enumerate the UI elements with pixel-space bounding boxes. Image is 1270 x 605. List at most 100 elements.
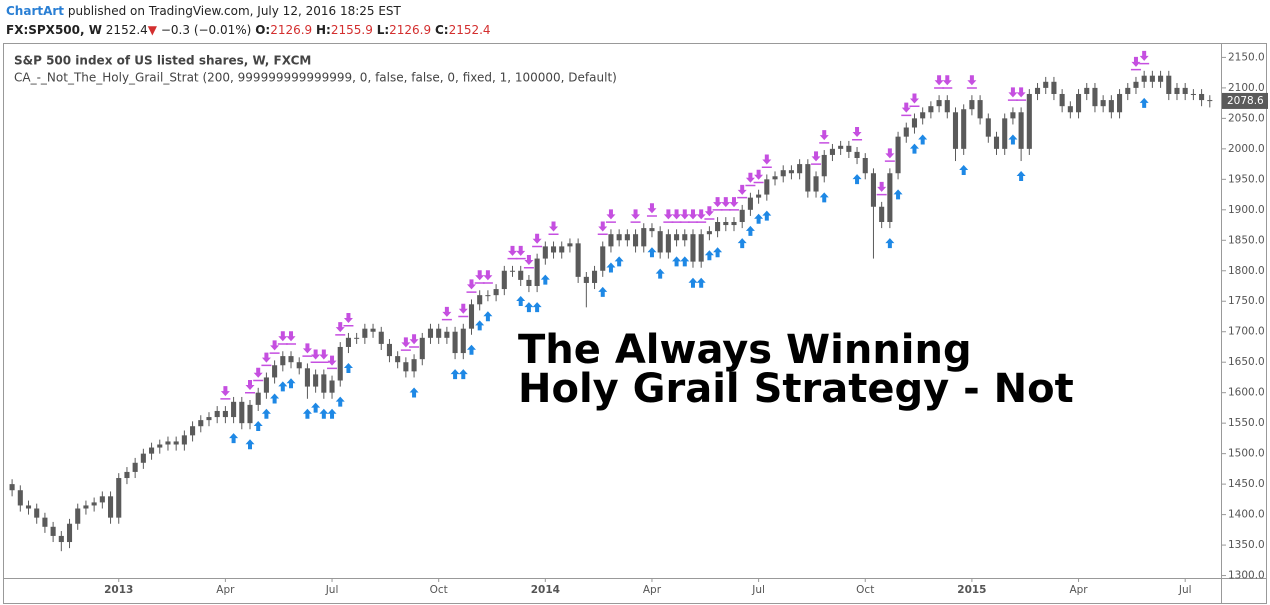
y-tick-label: 1700.0 [1228,326,1265,338]
buy-signal [909,143,919,154]
x-tick-label: Jul [751,584,765,596]
candle-body [9,484,15,491]
buy-signal [229,433,239,444]
buy-signal [261,408,271,419]
candle-body [772,176,778,180]
candle-body [870,173,877,207]
candle-body [272,365,278,378]
candle-body [403,362,409,372]
last-price-label: 2078.6 [1227,95,1264,107]
sell-signal [819,130,830,144]
x-tick-label: Jul [1178,584,1192,596]
y-tick-label: 1900.0 [1228,204,1265,216]
candle-body [493,289,499,296]
candle-body [1190,93,1196,95]
y-tick-label: 1300.0 [1228,570,1265,582]
buy-signal [918,134,928,145]
candle-body [911,118,918,128]
candle-body [985,118,991,137]
sell-signal [548,221,559,236]
candle-body [567,243,573,247]
candle-body [1117,93,1123,113]
candle-body [657,231,663,253]
candle-body [920,112,926,119]
candle-body [952,112,959,149]
sell-signal [343,312,354,327]
buy-signal [302,408,312,419]
candle-body [903,127,909,137]
sell-signal [737,184,748,199]
chart-subtitle: CA_-_Not_The_Holy_Grail_Strat (200, 9999… [14,71,617,85]
sell-signal [663,209,674,223]
buy-signal [672,256,682,267]
sell-signal [942,75,953,89]
sell-signal [1139,50,1150,65]
candle-body [1084,87,1090,94]
sell-signal [1016,87,1027,101]
candle-body [846,145,852,152]
candle-body [575,243,581,277]
candle-body [321,374,327,393]
y-tick-label: 1850.0 [1228,234,1265,246]
y-tick-label: 1500.0 [1228,448,1265,460]
ohlc-label: C: [435,23,449,37]
sell-signal [687,209,698,223]
candle-body [247,404,253,424]
sell-signal [876,181,887,196]
candle-body [436,328,442,338]
candle-body [452,331,458,354]
buy-signal [466,344,476,355]
buy-signal [680,256,690,267]
candle-body [715,222,721,232]
candle-body [723,222,729,226]
buy-signal [696,277,706,288]
candle-body [731,222,737,226]
candle-body [633,234,639,247]
sell-signal [277,331,288,345]
ohlc-label: H: [316,23,331,37]
symbol-line: FX:SPX500, W 2152.4▼ −0.3 (−0.01%) O:212… [6,23,491,37]
buy-signal [483,311,493,322]
sell-signal [261,352,272,367]
candle-body [961,109,967,149]
candle-body [1158,75,1164,82]
candle-body [805,164,811,192]
candle-body [1010,112,1016,119]
candle-body [255,392,261,405]
buy-signal [606,262,616,273]
buy-signal [540,274,550,285]
candle-body [690,234,696,262]
buy-signal [819,192,829,203]
buy-signal [598,286,608,297]
candle-body [706,231,712,235]
candle-body [829,148,835,155]
x-tick-label: Oct [856,584,874,596]
candle-body [887,173,893,222]
buy-signal [745,225,755,236]
buy-signal [614,256,624,267]
last-price-box [1222,92,1268,109]
candle-body [34,508,40,518]
sell-signal [269,340,280,354]
sell-signal [679,209,690,223]
sell-signal [761,154,772,168]
candle-body [682,234,688,241]
candle-body [1108,100,1114,113]
buy-signal [688,277,698,288]
candle-body [107,496,114,518]
y-tick-label: 1450.0 [1228,478,1265,490]
buy-signal [524,302,534,313]
candle-body [477,295,483,305]
buy-signal [655,268,665,279]
candle-body [1166,75,1172,94]
candle-body [788,170,794,174]
candle-body [813,176,819,192]
candle-body [329,380,335,393]
chart-frame [3,43,1267,604]
candle-body [370,328,376,332]
candle-body [288,356,294,363]
candle-body [337,346,343,381]
candle-body [501,270,507,290]
sell-signal [409,334,420,348]
change: −0.3 (−0.01%) [161,23,252,37]
